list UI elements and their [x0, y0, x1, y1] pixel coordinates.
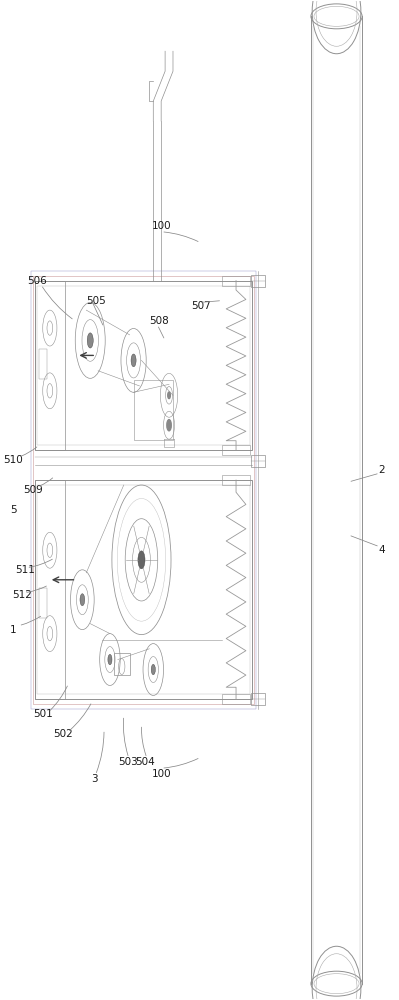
Text: 502: 502 [53, 729, 73, 739]
Text: 507: 507 [191, 301, 210, 311]
Bar [251, 455, 265, 467]
Bar [35, 281, 65, 450]
Text: 506: 506 [27, 276, 47, 286]
Bar [222, 475, 250, 485]
Text: 4: 4 [379, 545, 385, 555]
Circle shape [168, 392, 170, 399]
Bar [134, 380, 173, 440]
Text: 1: 1 [10, 625, 17, 635]
Circle shape [138, 551, 145, 569]
Bar [114, 653, 130, 675]
Text: 509: 509 [23, 485, 43, 495]
Bar [222, 445, 250, 455]
Text: 510: 510 [4, 455, 23, 465]
Circle shape [131, 354, 136, 367]
Bar [222, 694, 250, 704]
Circle shape [167, 420, 171, 431]
Bar [251, 693, 265, 705]
Text: 100: 100 [151, 221, 171, 231]
Circle shape [151, 664, 155, 675]
Text: 503: 503 [118, 757, 138, 767]
Text: 2: 2 [379, 465, 385, 475]
Text: 511: 511 [15, 565, 35, 575]
Text: 100: 100 [151, 769, 171, 779]
Text: 501: 501 [33, 709, 53, 719]
Bar [35, 480, 65, 699]
Text: 505: 505 [86, 296, 106, 306]
Bar [35, 480, 252, 699]
Bar [37, 286, 250, 445]
Bar [39, 349, 47, 379]
Circle shape [108, 654, 112, 665]
Bar [35, 281, 252, 450]
Bar [222, 276, 250, 286]
Bar [33, 276, 254, 704]
Circle shape [80, 594, 85, 606]
Bar [31, 271, 256, 709]
Circle shape [87, 333, 93, 348]
Text: 3: 3 [91, 774, 97, 784]
Bar [251, 275, 265, 287]
Text: 5: 5 [10, 505, 17, 515]
Text: 508: 508 [149, 316, 169, 326]
Bar [37, 485, 250, 694]
Text: 512: 512 [12, 590, 32, 600]
Bar [39, 588, 47, 618]
Text: 504: 504 [136, 757, 155, 767]
